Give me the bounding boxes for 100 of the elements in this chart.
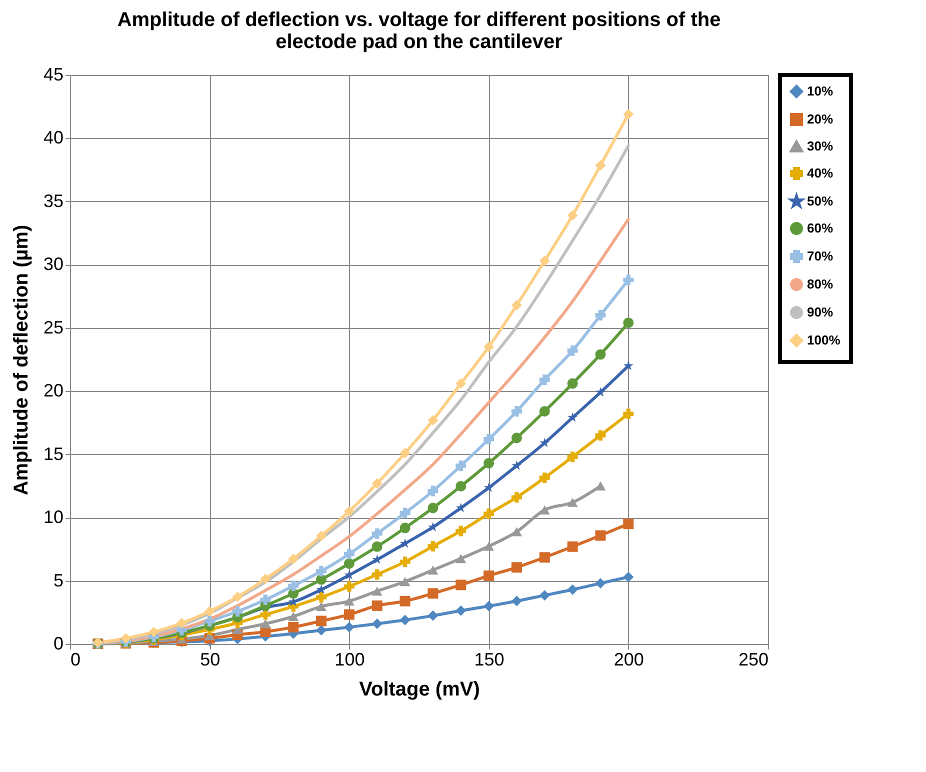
x-tick-label: 250 (738, 650, 768, 670)
point (428, 588, 438, 599)
point (428, 522, 438, 532)
point (623, 274, 634, 286)
point (539, 590, 550, 601)
point (400, 522, 410, 534)
point (512, 460, 522, 470)
legend-label: 60% (807, 220, 834, 236)
point (428, 541, 438, 552)
point (511, 527, 522, 536)
point (400, 596, 410, 606)
point (316, 566, 327, 576)
point (567, 345, 578, 356)
point (456, 580, 466, 590)
y-tick-label: 45 (43, 64, 64, 84)
point (232, 606, 243, 617)
legend-label: 50% (807, 194, 834, 208)
point (596, 387, 606, 397)
point (623, 318, 634, 328)
point (484, 434, 494, 444)
point (316, 530, 327, 542)
point (316, 624, 327, 636)
point (456, 554, 466, 564)
legend-label: 90% (807, 304, 834, 320)
point (623, 518, 634, 530)
point (539, 552, 550, 563)
point (456, 605, 466, 616)
point (456, 378, 466, 389)
point (511, 406, 522, 417)
y-tick-label: 15 (43, 444, 64, 464)
point (484, 482, 494, 492)
point (316, 592, 327, 602)
x-tick-label: 200 (614, 650, 644, 670)
point (288, 622, 299, 632)
legend-label: 10% (807, 84, 834, 98)
x-tick-label: 150 (474, 650, 504, 670)
point (400, 614, 410, 626)
point (344, 558, 354, 569)
point (288, 554, 299, 564)
point (623, 408, 634, 420)
point (120, 633, 132, 644)
point (484, 458, 494, 468)
point (595, 310, 606, 320)
point (400, 556, 410, 568)
point (344, 506, 354, 516)
legend-label: 20% (807, 112, 834, 126)
point (511, 492, 522, 503)
y-tick-label: 0 (53, 634, 64, 654)
x-tick-label: 0 (70, 650, 81, 670)
point (400, 576, 410, 586)
y-axis-title: Amplitude of deflection (µm) (10, 224, 32, 496)
point (595, 160, 606, 171)
y-tick-label: 30 (43, 254, 64, 274)
point (148, 626, 160, 638)
point (428, 565, 438, 575)
point (372, 586, 382, 596)
point (372, 569, 382, 580)
point (567, 584, 578, 595)
point (539, 374, 550, 385)
point (372, 478, 382, 489)
point (288, 612, 299, 621)
x-axis-title: Voltage (mV) (359, 678, 480, 700)
point (623, 360, 634, 370)
point (344, 548, 354, 560)
point (595, 349, 606, 360)
legend-label: 80% (807, 276, 834, 292)
point (567, 452, 578, 462)
point (372, 528, 382, 539)
point (456, 460, 466, 471)
point (540, 438, 550, 448)
point (511, 562, 522, 573)
point (204, 606, 215, 617)
point (595, 578, 606, 589)
point (511, 432, 522, 444)
y-tick-label: 5 (53, 570, 64, 590)
point (344, 596, 354, 606)
point (511, 300, 522, 310)
point (344, 581, 354, 592)
point (372, 554, 382, 564)
point (400, 508, 410, 518)
point (539, 256, 550, 266)
point (484, 570, 494, 581)
point (567, 210, 578, 221)
point (344, 609, 354, 620)
y-tick-label: 10 (43, 507, 64, 528)
point (260, 619, 271, 628)
point (344, 622, 354, 632)
point (456, 480, 466, 492)
point (204, 616, 215, 626)
point (539, 505, 550, 515)
point (595, 430, 606, 441)
x-tick-label: 100 (334, 650, 365, 670)
legend-label: 100% (807, 332, 841, 348)
point (260, 594, 271, 605)
point (400, 538, 410, 548)
point (428, 502, 438, 514)
point (372, 618, 382, 630)
point (539, 472, 550, 483)
legend-label: 40% (807, 166, 834, 180)
point (456, 502, 466, 512)
